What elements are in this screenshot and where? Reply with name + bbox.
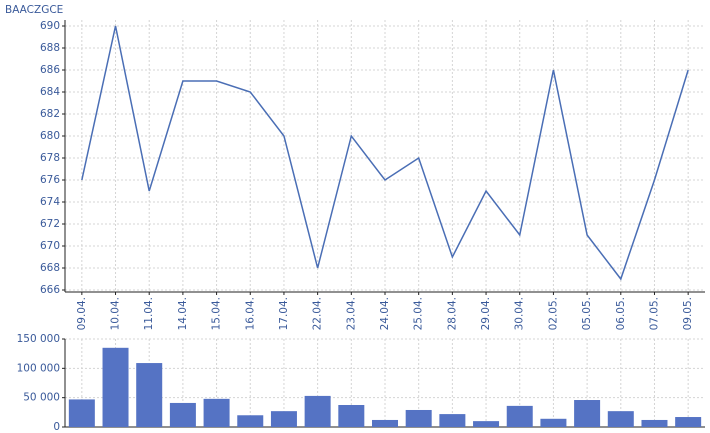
y-tick-label: 672 bbox=[40, 218, 60, 230]
price-line bbox=[81, 25, 689, 281]
bar bbox=[203, 398, 230, 427]
y-tick-label: 50 000 bbox=[23, 392, 60, 404]
bar bbox=[102, 347, 129, 427]
bar bbox=[607, 411, 634, 427]
bar bbox=[372, 419, 398, 427]
x-tick-label: 11.04. bbox=[143, 297, 155, 330]
y-tick-label: 674 bbox=[40, 196, 60, 208]
x-tick-label: 09.04. bbox=[76, 297, 88, 330]
bar bbox=[169, 402, 196, 427]
bar bbox=[237, 415, 264, 427]
x-tick-label: 06.05. bbox=[615, 297, 627, 330]
y-tick-label: 676 bbox=[40, 174, 60, 186]
y-tick-label: 690 bbox=[40, 20, 60, 32]
y-tick-label: 686 bbox=[40, 64, 60, 76]
x-tick-label: 24.04. bbox=[379, 297, 391, 330]
y-tick-label: 682 bbox=[40, 108, 60, 120]
y-tick-label: 150 000 bbox=[17, 333, 60, 345]
bar bbox=[68, 399, 95, 427]
y-tick-label: 680 bbox=[40, 130, 60, 142]
x-tick-label: 15.04. bbox=[211, 297, 223, 330]
bar bbox=[136, 363, 163, 427]
bar bbox=[506, 405, 533, 427]
x-tick-label: 28.04. bbox=[446, 297, 458, 330]
bar bbox=[439, 414, 466, 427]
bar bbox=[540, 418, 567, 427]
x-tick-label: 29.04. bbox=[480, 297, 492, 330]
y-tick-label: 678 bbox=[40, 152, 60, 164]
y-tick-label: 684 bbox=[40, 86, 60, 98]
bar bbox=[270, 411, 297, 427]
bar bbox=[338, 405, 365, 427]
x-tick-label: 22.04. bbox=[312, 297, 324, 330]
y-tick-label: 0 bbox=[53, 421, 60, 433]
x-tick-label: 07.05. bbox=[648, 297, 660, 330]
bar bbox=[641, 419, 668, 427]
chart-title: BAACZGCE bbox=[5, 4, 63, 16]
x-tick-label: 10.04. bbox=[110, 297, 122, 330]
x-tick-label: 23.04. bbox=[345, 297, 357, 330]
x-tick-label: 16.04. bbox=[244, 297, 256, 330]
x-tick-label: 05.05. bbox=[581, 297, 593, 330]
x-tick-label: 25.04. bbox=[413, 297, 425, 330]
bar bbox=[473, 421, 500, 427]
y-tick-label: 666 bbox=[40, 284, 60, 296]
y-tick-label: 688 bbox=[40, 42, 60, 54]
x-tick-label: 02.05. bbox=[547, 297, 559, 330]
bar bbox=[675, 417, 702, 427]
x-tick-label: 14.04. bbox=[177, 297, 189, 330]
x-tick-label: 30.04. bbox=[514, 297, 526, 330]
y-tick-label: 100 000 bbox=[17, 362, 60, 374]
x-tick-label: 09.05. bbox=[682, 297, 694, 330]
bar bbox=[405, 409, 432, 427]
bar bbox=[304, 395, 331, 427]
y-tick-label: 668 bbox=[40, 262, 60, 274]
y-tick-label: 670 bbox=[40, 240, 60, 252]
bar bbox=[574, 400, 601, 427]
x-tick-label: 17.04. bbox=[278, 297, 290, 330]
